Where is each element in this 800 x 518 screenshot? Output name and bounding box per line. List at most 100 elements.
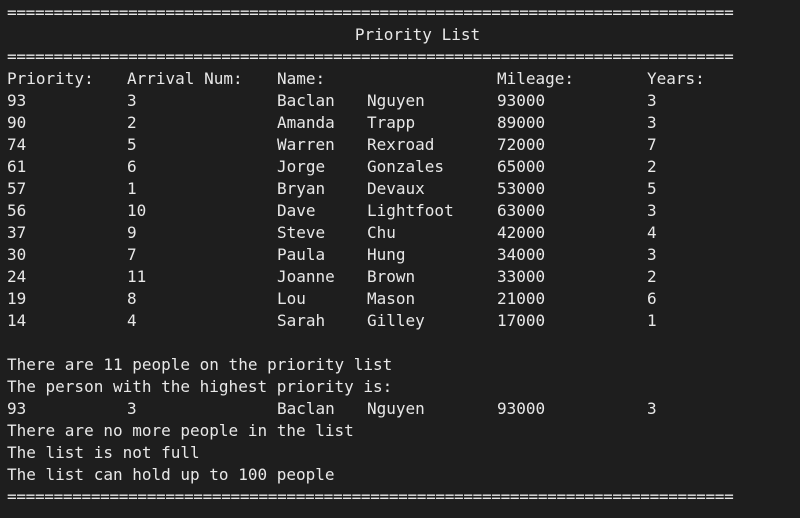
cell-first-name: Sarah	[277, 311, 326, 330]
table-row: 90 2 Amanda Trapp 89000 3	[0, 112, 800, 134]
separator-top: ========================================…	[7, 3, 734, 22]
cell-arrival: 10	[127, 201, 147, 220]
cell-years: 7	[647, 135, 657, 154]
table-row: 93 3 Baclan Nguyen 93000 3	[0, 90, 800, 112]
cell-last-name: Trapp	[367, 113, 416, 132]
table-row: 37 9 Steve Chu 42000 4	[0, 222, 800, 244]
header-name: Name:	[277, 69, 326, 88]
header-years: Years:	[647, 69, 705, 88]
table-row: 56 10 Dave Lightfoot 63000 3	[0, 200, 800, 222]
cell-first-name: Lou	[277, 289, 306, 308]
cell-mileage: 72000	[497, 135, 546, 154]
table-row: 74 5 Warren Rexroad 72000 7	[0, 134, 800, 156]
cell-years: 3	[647, 201, 657, 220]
cell-first-name: Paula	[277, 245, 326, 264]
cell-last-name: Rexroad	[367, 135, 435, 154]
cell-first-name: Joanne	[277, 267, 335, 286]
cell-arrival: 2	[127, 113, 137, 132]
count-message: There are 11 people on the priority list	[7, 355, 393, 374]
cell-years: 3	[647, 113, 657, 132]
cell-mileage: 42000	[497, 223, 546, 242]
table-row: 61 6 Jorge Gonzales 65000 2	[0, 156, 800, 178]
cell-priority: 14	[7, 311, 27, 330]
not-full-message: The list is not full	[7, 443, 200, 462]
cell-years: 2	[647, 157, 657, 176]
header-mileage: Mileage:	[497, 69, 575, 88]
cell-first-name: Baclan	[277, 91, 335, 110]
separator-under-title: ========================================…	[7, 47, 734, 66]
cell-arrival: 5	[127, 135, 137, 154]
cell-last-name: Nguyen	[367, 399, 425, 418]
header-arrival: Arrival Num:	[127, 69, 243, 88]
cell-first-name: Dave	[277, 201, 316, 220]
cell-last-name: Hung	[367, 245, 406, 264]
cell-years: 3	[647, 245, 657, 264]
cell-mileage: 21000	[497, 289, 546, 308]
cell-priority: 93	[7, 91, 27, 110]
table-row: 57 1 Bryan Devaux 53000 5	[0, 178, 800, 200]
cell-first-name: Bryan	[277, 179, 326, 198]
cell-arrival: 3	[127, 399, 137, 418]
cell-priority: 24	[7, 267, 27, 286]
cell-last-name: Lightfoot	[367, 201, 454, 220]
cell-mileage: 53000	[497, 179, 546, 198]
table-row: 19 8 Lou Mason 21000 6	[0, 288, 800, 310]
cell-arrival: 9	[127, 223, 137, 242]
highest-priority-row: 93 3 Baclan Nguyen 93000 3	[0, 398, 800, 420]
cell-last-name: Gonzales	[367, 157, 445, 176]
cell-last-name: Chu	[367, 223, 396, 242]
cell-years: 5	[647, 179, 657, 198]
list-title: Priority List	[354, 25, 481, 44]
cell-mileage: 34000	[497, 245, 546, 264]
highest-priority-label: The person with the highest priority is:	[7, 377, 393, 396]
cell-first-name: Jorge	[277, 157, 326, 176]
table-row: 30 7 Paula Hung 34000 3	[0, 244, 800, 266]
cell-years: 1	[647, 311, 657, 330]
cell-priority: 30	[7, 245, 27, 264]
cell-years: 6	[647, 289, 657, 308]
cell-priority: 90	[7, 113, 27, 132]
cell-arrival: 11	[127, 267, 147, 286]
cell-priority: 61	[7, 157, 27, 176]
cell-priority: 74	[7, 135, 27, 154]
cell-last-name: Gilley	[367, 311, 425, 330]
table-header: Priority: Arrival Num: Name: Mileage: Ye…	[0, 68, 800, 90]
cell-arrival: 1	[127, 179, 137, 198]
cell-priority: 57	[7, 179, 27, 198]
cell-last-name: Nguyen	[367, 91, 425, 110]
cell-mileage: 65000	[497, 157, 546, 176]
cell-priority: 19	[7, 289, 27, 308]
header-priority: Priority:	[7, 69, 94, 88]
cell-years: 2	[647, 267, 657, 286]
cell-first-name: Baclan	[277, 399, 335, 418]
cell-mileage: 63000	[497, 201, 546, 220]
cell-arrival: 3	[127, 91, 137, 110]
cell-last-name: Brown	[367, 267, 416, 286]
cell-years: 3	[647, 399, 657, 418]
cell-arrival: 8	[127, 289, 137, 308]
cell-last-name: Mason	[367, 289, 416, 308]
cell-mileage: 33000	[497, 267, 546, 286]
separator-bottom: ========================================…	[7, 487, 734, 506]
cell-priority: 56	[7, 201, 27, 220]
cell-priority: 93	[7, 399, 27, 418]
cell-years: 4	[647, 223, 657, 242]
cell-first-name: Warren	[277, 135, 335, 154]
cell-mileage: 89000	[497, 113, 546, 132]
cell-first-name: Steve	[277, 223, 326, 242]
capacity-message: The list can hold up to 100 people	[7, 465, 335, 484]
cell-first-name: Amanda	[277, 113, 335, 132]
cell-mileage: 93000	[497, 91, 546, 110]
cell-priority: 37	[7, 223, 27, 242]
table-row: 24 11 Joanne Brown 33000 2	[0, 266, 800, 288]
cell-arrival: 6	[127, 157, 137, 176]
no-more-message: There are no more people in the list	[7, 421, 354, 440]
cell-mileage: 93000	[497, 399, 546, 418]
table-row: 14 4 Sarah Gilley 17000 1	[0, 310, 800, 332]
cell-years: 3	[647, 91, 657, 110]
cell-arrival: 7	[127, 245, 137, 264]
cell-arrival: 4	[127, 311, 137, 330]
cell-last-name: Devaux	[367, 179, 425, 198]
cell-mileage: 17000	[497, 311, 546, 330]
